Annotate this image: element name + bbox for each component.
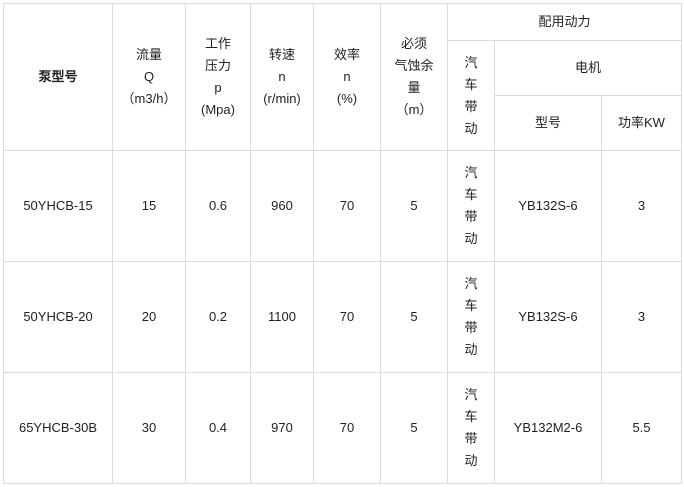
header-model: 泵型号 <box>3 3 113 151</box>
cell-efficiency: 70 <box>313 372 381 484</box>
header-pressure: 工作 压力 p (Mpa) <box>185 3 251 151</box>
cell-motor-power: 5.5 <box>601 372 682 484</box>
cell-npsh: 5 <box>380 372 448 484</box>
cell-pressure: 0.2 <box>185 261 251 373</box>
cell-efficiency: 70 <box>313 150 381 262</box>
cell-vehicle: 汽车带动 <box>447 150 495 262</box>
cell-speed: 970 <box>250 372 314 484</box>
cell-npsh: 5 <box>380 150 448 262</box>
cell-motor-model: YB132S-6 <box>494 150 602 262</box>
cell-motor-model: YB132M2-6 <box>494 372 602 484</box>
header-efficiency: 效率 n (%) <box>313 3 381 151</box>
cell-model: 65YHCB-30B <box>3 372 113 484</box>
cell-motor-power: 3 <box>601 150 682 262</box>
header-vehicle-drive: 汽车带动 <box>447 40 495 151</box>
cell-flow: 15 <box>112 150 186 262</box>
table-row: 50YHCB-20 20 0.2 1100 70 5 汽车带动 YB132S-6… <box>3 261 682 373</box>
cell-vehicle: 汽车带动 <box>447 261 495 373</box>
cell-model: 50YHCB-15 <box>3 150 113 262</box>
cell-pressure: 0.4 <box>185 372 251 484</box>
header-npsh: 必须 气蚀余量（m） <box>380 3 448 151</box>
cell-motor-power: 3 <box>601 261 682 373</box>
table-row: 65YHCB-30B 30 0.4 970 70 5 汽车带动 YB132M2-… <box>3 372 682 484</box>
header-row: 泵型号 流量 Q （m3/h） 工作 压力 p (Mpa) 转速 n (r/min) 效率 n(… <box>3 3 682 151</box>
cell-model: 50YHCB-20 <box>3 261 113 373</box>
cell-vehicle: 汽车带动 <box>447 372 495 484</box>
header-motor: 电机 <box>494 40 682 96</box>
cell-flow: 20 <box>112 261 186 373</box>
cell-speed: 1100 <box>250 261 314 373</box>
pump-spec-table: 泵型号 流量 Q （m3/h） 工作 压力 p (Mpa) 转速 n (r/min) 效率 n(… <box>3 3 682 484</box>
cell-pressure: 0.6 <box>185 150 251 262</box>
table-row: 50YHCB-15 15 0.6 960 70 5 汽车带动 YB132S-6 … <box>3 150 682 262</box>
header-flow: 流量 Q （m3/h） <box>112 3 186 151</box>
header-motor-power: 功率KW <box>601 95 682 151</box>
header-power: 配用动力 <box>447 3 682 41</box>
header-motor-model: 型号 <box>494 95 602 151</box>
cell-flow: 30 <box>112 372 186 484</box>
cell-npsh: 5 <box>380 261 448 373</box>
cell-efficiency: 70 <box>313 261 381 373</box>
cell-speed: 960 <box>250 150 314 262</box>
header-speed: 转速 n (r/min) <box>250 3 314 151</box>
cell-motor-model: YB132S-6 <box>494 261 602 373</box>
